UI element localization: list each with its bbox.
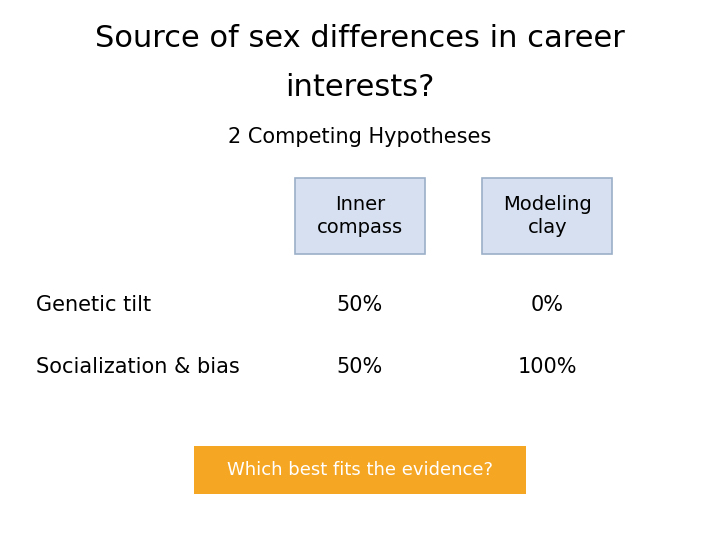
- Text: Source of sex differences in career: Source of sex differences in career: [95, 24, 625, 53]
- FancyBboxPatch shape: [194, 446, 526, 494]
- FancyBboxPatch shape: [482, 178, 612, 254]
- Text: 100%: 100%: [518, 357, 577, 377]
- Text: 50%: 50%: [337, 357, 383, 377]
- Text: Inner
compass: Inner compass: [317, 195, 403, 237]
- Text: Which best fits the evidence?: Which best fits the evidence?: [227, 461, 493, 479]
- Text: 50%: 50%: [337, 295, 383, 315]
- Text: 2 Competing Hypotheses: 2 Competing Hypotheses: [228, 127, 492, 147]
- Text: interests?: interests?: [285, 73, 435, 102]
- Text: 0%: 0%: [531, 295, 564, 315]
- Text: Modeling
clay: Modeling clay: [503, 195, 592, 237]
- FancyBboxPatch shape: [295, 178, 425, 254]
- Text: Genetic tilt: Genetic tilt: [36, 295, 151, 315]
- Text: Socialization & bias: Socialization & bias: [36, 357, 240, 377]
